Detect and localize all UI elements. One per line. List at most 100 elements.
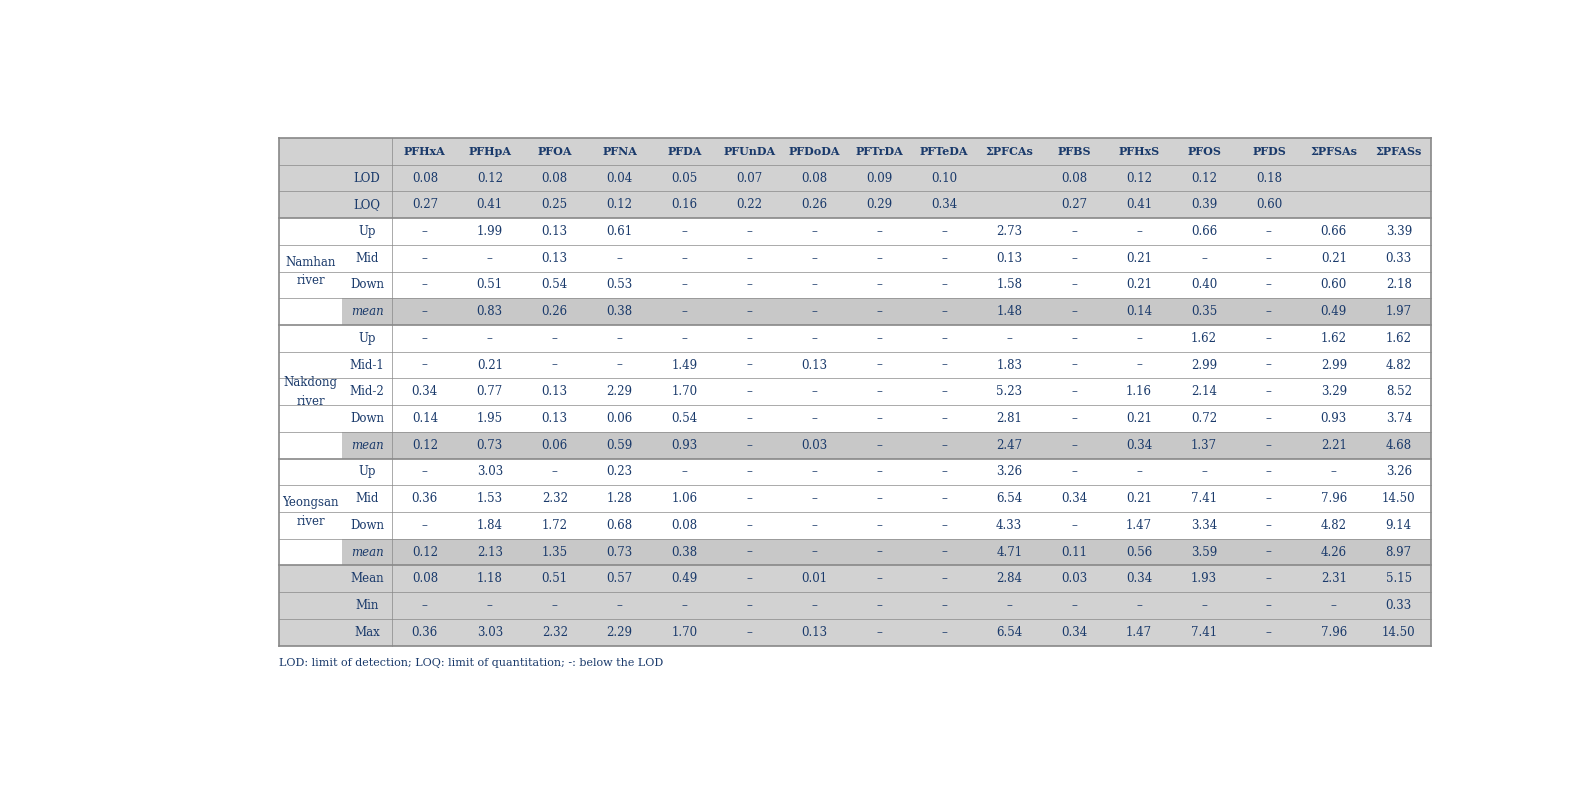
Text: 1.53: 1.53	[476, 492, 503, 505]
Text: –: –	[616, 599, 623, 612]
Bar	[279, 245, 1431, 272]
Text: 0.72: 0.72	[1192, 412, 1217, 425]
Text: 0.11: 0.11	[1061, 545, 1086, 558]
Text: PFOA: PFOA	[537, 146, 572, 157]
Text: 1.62: 1.62	[1321, 332, 1346, 345]
Text: –: –	[811, 492, 817, 505]
Text: 1.83: 1.83	[996, 359, 1023, 372]
Text: 1.18: 1.18	[476, 572, 503, 585]
Text: –: –	[682, 305, 688, 318]
Text: –: –	[811, 518, 817, 532]
Text: –: –	[1201, 599, 1207, 612]
Text: 1.97: 1.97	[1386, 305, 1411, 318]
Text: 1.35: 1.35	[542, 545, 567, 558]
Text: Down: Down	[350, 412, 384, 425]
Text: 2.73: 2.73	[996, 225, 1023, 238]
Text: 3.26: 3.26	[996, 465, 1023, 479]
Text: 4.82: 4.82	[1386, 359, 1411, 372]
Text: –: –	[1070, 412, 1077, 425]
Text: –: –	[941, 279, 948, 291]
Text: –: –	[551, 359, 558, 372]
Text: PFDA: PFDA	[667, 146, 703, 157]
Text: 0.08: 0.08	[413, 172, 438, 185]
Text: –: –	[811, 252, 817, 264]
Bar	[279, 299, 1431, 325]
Text: 0.68: 0.68	[607, 518, 632, 532]
Text: 1.62: 1.62	[1192, 332, 1217, 345]
Text: 0.01: 0.01	[801, 572, 827, 585]
Text: –: –	[551, 465, 558, 479]
Text: –: –	[1266, 252, 1271, 264]
Text: 2.81: 2.81	[996, 412, 1023, 425]
Text: –: –	[1136, 225, 1142, 238]
Text: –: –	[1070, 385, 1077, 399]
Bar	[279, 405, 1431, 432]
Text: –: –	[747, 626, 752, 638]
Text: 9.14: 9.14	[1386, 518, 1411, 532]
Text: –: –	[1266, 359, 1271, 372]
Text: –: –	[1266, 412, 1271, 425]
Text: river: river	[296, 515, 325, 528]
Bar	[279, 459, 1431, 485]
Text: LOQ: LOQ	[354, 198, 381, 211]
Text: 0.60: 0.60	[1321, 279, 1348, 291]
Text: –: –	[876, 439, 883, 452]
Text: 0.56: 0.56	[1126, 545, 1152, 558]
Text: 0.34: 0.34	[1061, 492, 1088, 505]
Text: –: –	[811, 385, 817, 399]
Text: –: –	[747, 545, 752, 558]
Text: 0.04: 0.04	[607, 172, 632, 185]
Text: –: –	[747, 572, 752, 585]
Text: Min: Min	[355, 599, 379, 612]
Text: 0.35: 0.35	[1192, 305, 1217, 318]
Text: –: –	[747, 439, 752, 452]
Text: –: –	[876, 545, 883, 558]
Text: 0.36: 0.36	[411, 492, 438, 505]
Text: 0.51: 0.51	[542, 572, 567, 585]
Text: 14.50: 14.50	[1383, 492, 1416, 505]
Text: –: –	[941, 385, 948, 399]
Text: 0.34: 0.34	[1126, 572, 1152, 585]
Text: 0.77: 0.77	[476, 385, 503, 399]
Text: 0.05: 0.05	[671, 172, 698, 185]
Text: 3.03: 3.03	[476, 465, 503, 479]
Text: 0.54: 0.54	[671, 412, 698, 425]
Text: 0.21: 0.21	[476, 359, 503, 372]
Text: –: –	[487, 599, 492, 612]
Text: –: –	[1070, 518, 1077, 532]
Text: –: –	[1007, 599, 1012, 612]
Bar	[279, 272, 1431, 299]
Text: –: –	[941, 518, 948, 532]
Text: LOD: limit of detection; LOQ: limit of quantitation; -: below the LOD: LOD: limit of detection; LOQ: limit of q…	[279, 657, 664, 668]
Text: 2.32: 2.32	[542, 492, 567, 505]
Text: –: –	[747, 359, 752, 372]
Text: 1.95: 1.95	[476, 412, 503, 425]
Text: 4.26: 4.26	[1321, 545, 1348, 558]
Text: –: –	[811, 279, 817, 291]
Text: –: –	[811, 599, 817, 612]
Text: 0.60: 0.60	[1255, 198, 1282, 211]
Text: 3.39: 3.39	[1386, 225, 1411, 238]
Text: –: –	[876, 305, 883, 318]
Text: 3.74: 3.74	[1386, 412, 1411, 425]
Text: –: –	[1266, 518, 1271, 532]
Text: –: –	[811, 412, 817, 425]
Text: 0.83: 0.83	[476, 305, 503, 318]
Text: 0.13: 0.13	[542, 385, 567, 399]
Text: 2.18: 2.18	[1386, 279, 1411, 291]
Text: 1.28: 1.28	[607, 492, 632, 505]
Text: 0.34: 0.34	[932, 198, 957, 211]
Text: 2.29: 2.29	[607, 385, 632, 399]
Text: –: –	[422, 252, 429, 264]
Text: PFNA: PFNA	[602, 146, 637, 157]
Text: ΣPFCAs: ΣPFCAs	[984, 146, 1034, 157]
Text: –: –	[1070, 279, 1077, 291]
Text: –: –	[422, 518, 429, 532]
Text: –: –	[1266, 225, 1271, 238]
Text: 0.36: 0.36	[411, 626, 438, 638]
Text: 0.12: 0.12	[413, 439, 438, 452]
Text: –: –	[682, 252, 688, 264]
Text: Down: Down	[350, 518, 384, 532]
Text: –: –	[1266, 279, 1271, 291]
Text: Up: Up	[358, 465, 376, 479]
